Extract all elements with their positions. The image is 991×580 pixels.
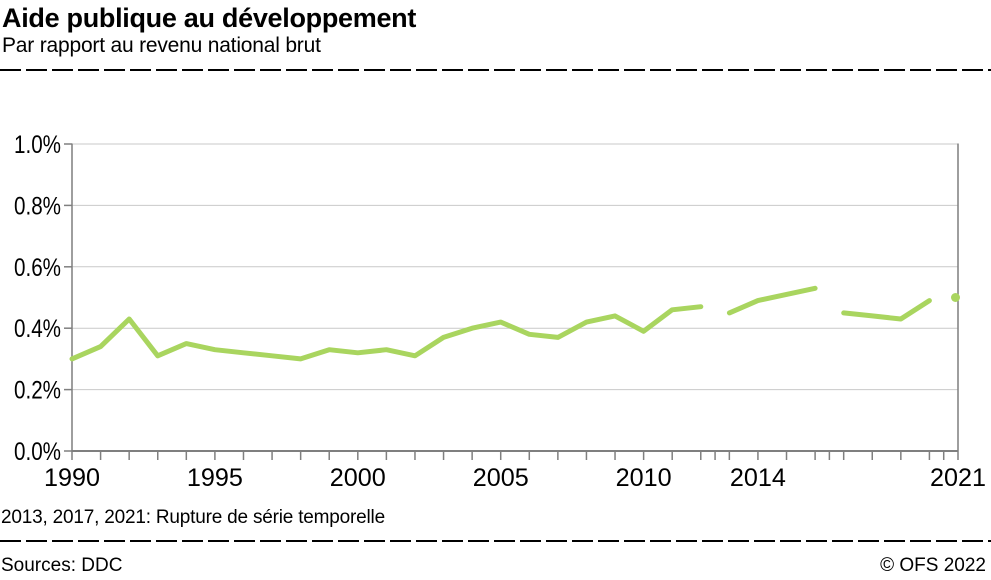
series-segment-2013-2016 [726, 285, 818, 316]
x-tick-label: 2005 [473, 464, 529, 492]
page-subtitle: Par rapport au revenu national brut [2, 34, 321, 57]
y-tick-label: 0.2% [14, 377, 61, 405]
series-point-2021 [951, 293, 960, 302]
copyright-label: © OFS 2022 [880, 555, 986, 576]
sources-label: Sources: DDC [1, 555, 123, 576]
y-tick-label: 1.0% [14, 131, 61, 159]
x-tick-label: 2000 [330, 464, 386, 492]
y-tick-label: 0.0% [14, 438, 61, 466]
page-title: Aide publique au développement [2, 3, 417, 33]
x-tick-label: 1990 [44, 464, 100, 492]
x-tick-label: 2014 [730, 464, 786, 492]
footer-divider [0, 540, 991, 542]
x-tick-label: 2010 [616, 464, 672, 492]
header-divider [0, 69, 991, 71]
y-tick-label: 0.4% [14, 315, 61, 343]
series-break-footnote: 2013, 2017, 2021: Rupture de série tempo… [1, 507, 385, 528]
x-tick-label: 2021 [930, 464, 986, 492]
series-segment-1990-2012 [69, 304, 704, 362]
y-tick-label: 0.6% [14, 254, 61, 282]
series-segment-2017-2020 [841, 298, 932, 322]
y-tick-label: 0.8% [14, 192, 61, 220]
x-tick-label: 1995 [187, 464, 243, 492]
